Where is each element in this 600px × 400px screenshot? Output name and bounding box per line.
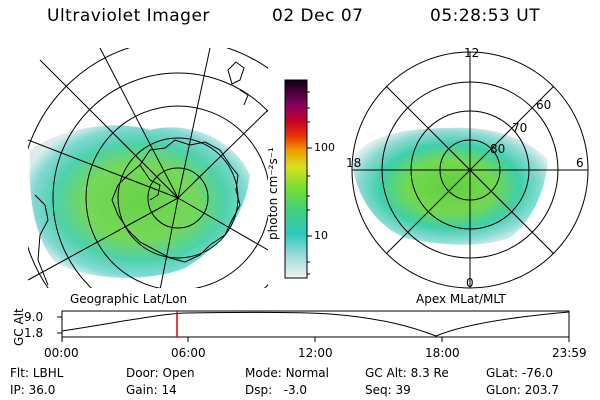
time-tick-1200: 12:00 — [298, 346, 333, 360]
colorbar — [284, 79, 312, 279]
mlat-label-60: 60 — [536, 98, 552, 112]
app-title: Ultraviolet Imager — [47, 6, 210, 26]
image-date: 02 Dec 07 — [272, 6, 364, 26]
info-glat: GLat: -76.0 — [486, 366, 553, 380]
mlt-label-right: 6 — [576, 156, 584, 170]
time-tick-2359: 23:59 — [552, 346, 587, 360]
time-tick-0000: 00:00 — [44, 346, 79, 360]
time-tick-1800: 18:00 — [425, 346, 460, 360]
altitude-ylabel: GC Alt — [12, 308, 26, 346]
right-map-caption: Apex MLat/MLT — [416, 292, 506, 306]
geographic-map — [28, 48, 268, 288]
info-flt: Flt: LBHL — [10, 366, 64, 380]
altitude-plot — [57, 310, 570, 342]
time-tick-0600: 06:00 — [171, 346, 206, 360]
altitude-ytick-top: 9.0 — [24, 310, 44, 324]
colorbar-tick-10: 10 — [314, 229, 328, 242]
info-ip: IP: 36.0 — [10, 383, 56, 397]
mlt-label-left: 18 — [346, 156, 362, 170]
info-mode: Mode: Normal — [245, 366, 329, 380]
aurora-emission-right — [352, 127, 548, 245]
left-map-caption: Geographic Lat/Lon — [70, 292, 188, 306]
coastline — [111, 139, 241, 263]
info-dsp: Dsp: -3.0 — [245, 383, 308, 397]
info-glon: GLon: 203.7 — [486, 383, 559, 397]
mlat-label-80: 80 — [490, 142, 506, 156]
mlt-label-bottom: 0 — [466, 276, 474, 290]
mlt-label-top: 12 — [464, 46, 480, 60]
magnetic-map — [351, 51, 589, 289]
image-time: 05:28:53 UT — [430, 6, 541, 26]
altitude-ytick-bottom: 1.8 — [24, 326, 44, 340]
colorbar-unit: photon cm⁻²s⁻¹ — [266, 147, 280, 240]
mlat-label-70: 70 — [512, 121, 528, 135]
info-seq: Seq: 39 — [365, 383, 411, 397]
aurora-emission-left — [29, 125, 250, 278]
info-door: Door: Open — [126, 366, 195, 380]
colorbar-tick-100: 100 — [314, 141, 335, 154]
info-gain: Gain: 14 — [126, 383, 177, 397]
info-gcalt: GC Alt: 8.3 Re — [365, 366, 449, 380]
altitude-curve — [61, 311, 570, 337]
